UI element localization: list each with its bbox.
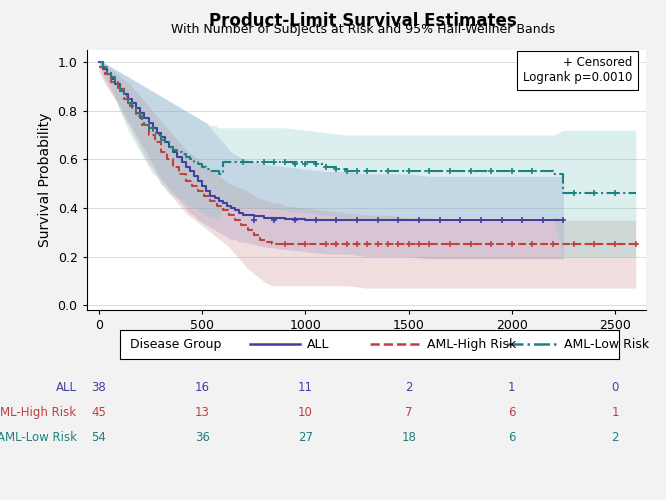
- Text: 7: 7: [405, 406, 412, 419]
- Text: AML-High Risk: AML-High Risk: [427, 338, 516, 351]
- Text: 10: 10: [298, 406, 313, 419]
- Text: 45: 45: [91, 406, 107, 419]
- Y-axis label: Survival Probability: Survival Probability: [38, 113, 52, 247]
- Text: 2: 2: [611, 431, 619, 444]
- Text: 11: 11: [298, 381, 313, 394]
- Text: 16: 16: [194, 381, 210, 394]
- Text: + Censored
Logrank p=0.0010: + Censored Logrank p=0.0010: [523, 56, 632, 84]
- Text: 0: 0: [611, 381, 619, 394]
- Text: 38: 38: [92, 381, 107, 394]
- Text: 18: 18: [401, 431, 416, 444]
- Text: 6: 6: [508, 431, 515, 444]
- Text: With Number of Subjects at Risk and 95% Hall-Wellner Bands: With Number of Subjects at Risk and 95% …: [171, 22, 555, 36]
- Text: Product-Limit Survival Estimates: Product-Limit Survival Estimates: [209, 12, 517, 30]
- Text: Disease Group: Disease Group: [130, 338, 221, 351]
- Text: AML-High Risk: AML-High Risk: [0, 406, 77, 419]
- Text: AML-Low Risk: AML-Low Risk: [564, 338, 649, 351]
- Text: 1: 1: [508, 381, 515, 394]
- X-axis label: Disease-Free Survival Time: Disease-Free Survival Time: [272, 338, 460, 351]
- Text: 1: 1: [611, 406, 619, 419]
- Text: 13: 13: [194, 406, 210, 419]
- Text: 36: 36: [194, 431, 210, 444]
- Text: 27: 27: [298, 431, 313, 444]
- Text: AML-Low Risk: AML-Low Risk: [0, 431, 77, 444]
- Text: 2: 2: [405, 381, 412, 394]
- Text: 54: 54: [91, 431, 107, 444]
- Text: ALL: ALL: [55, 381, 77, 394]
- Text: ALL: ALL: [307, 338, 330, 351]
- Text: 6: 6: [508, 406, 515, 419]
